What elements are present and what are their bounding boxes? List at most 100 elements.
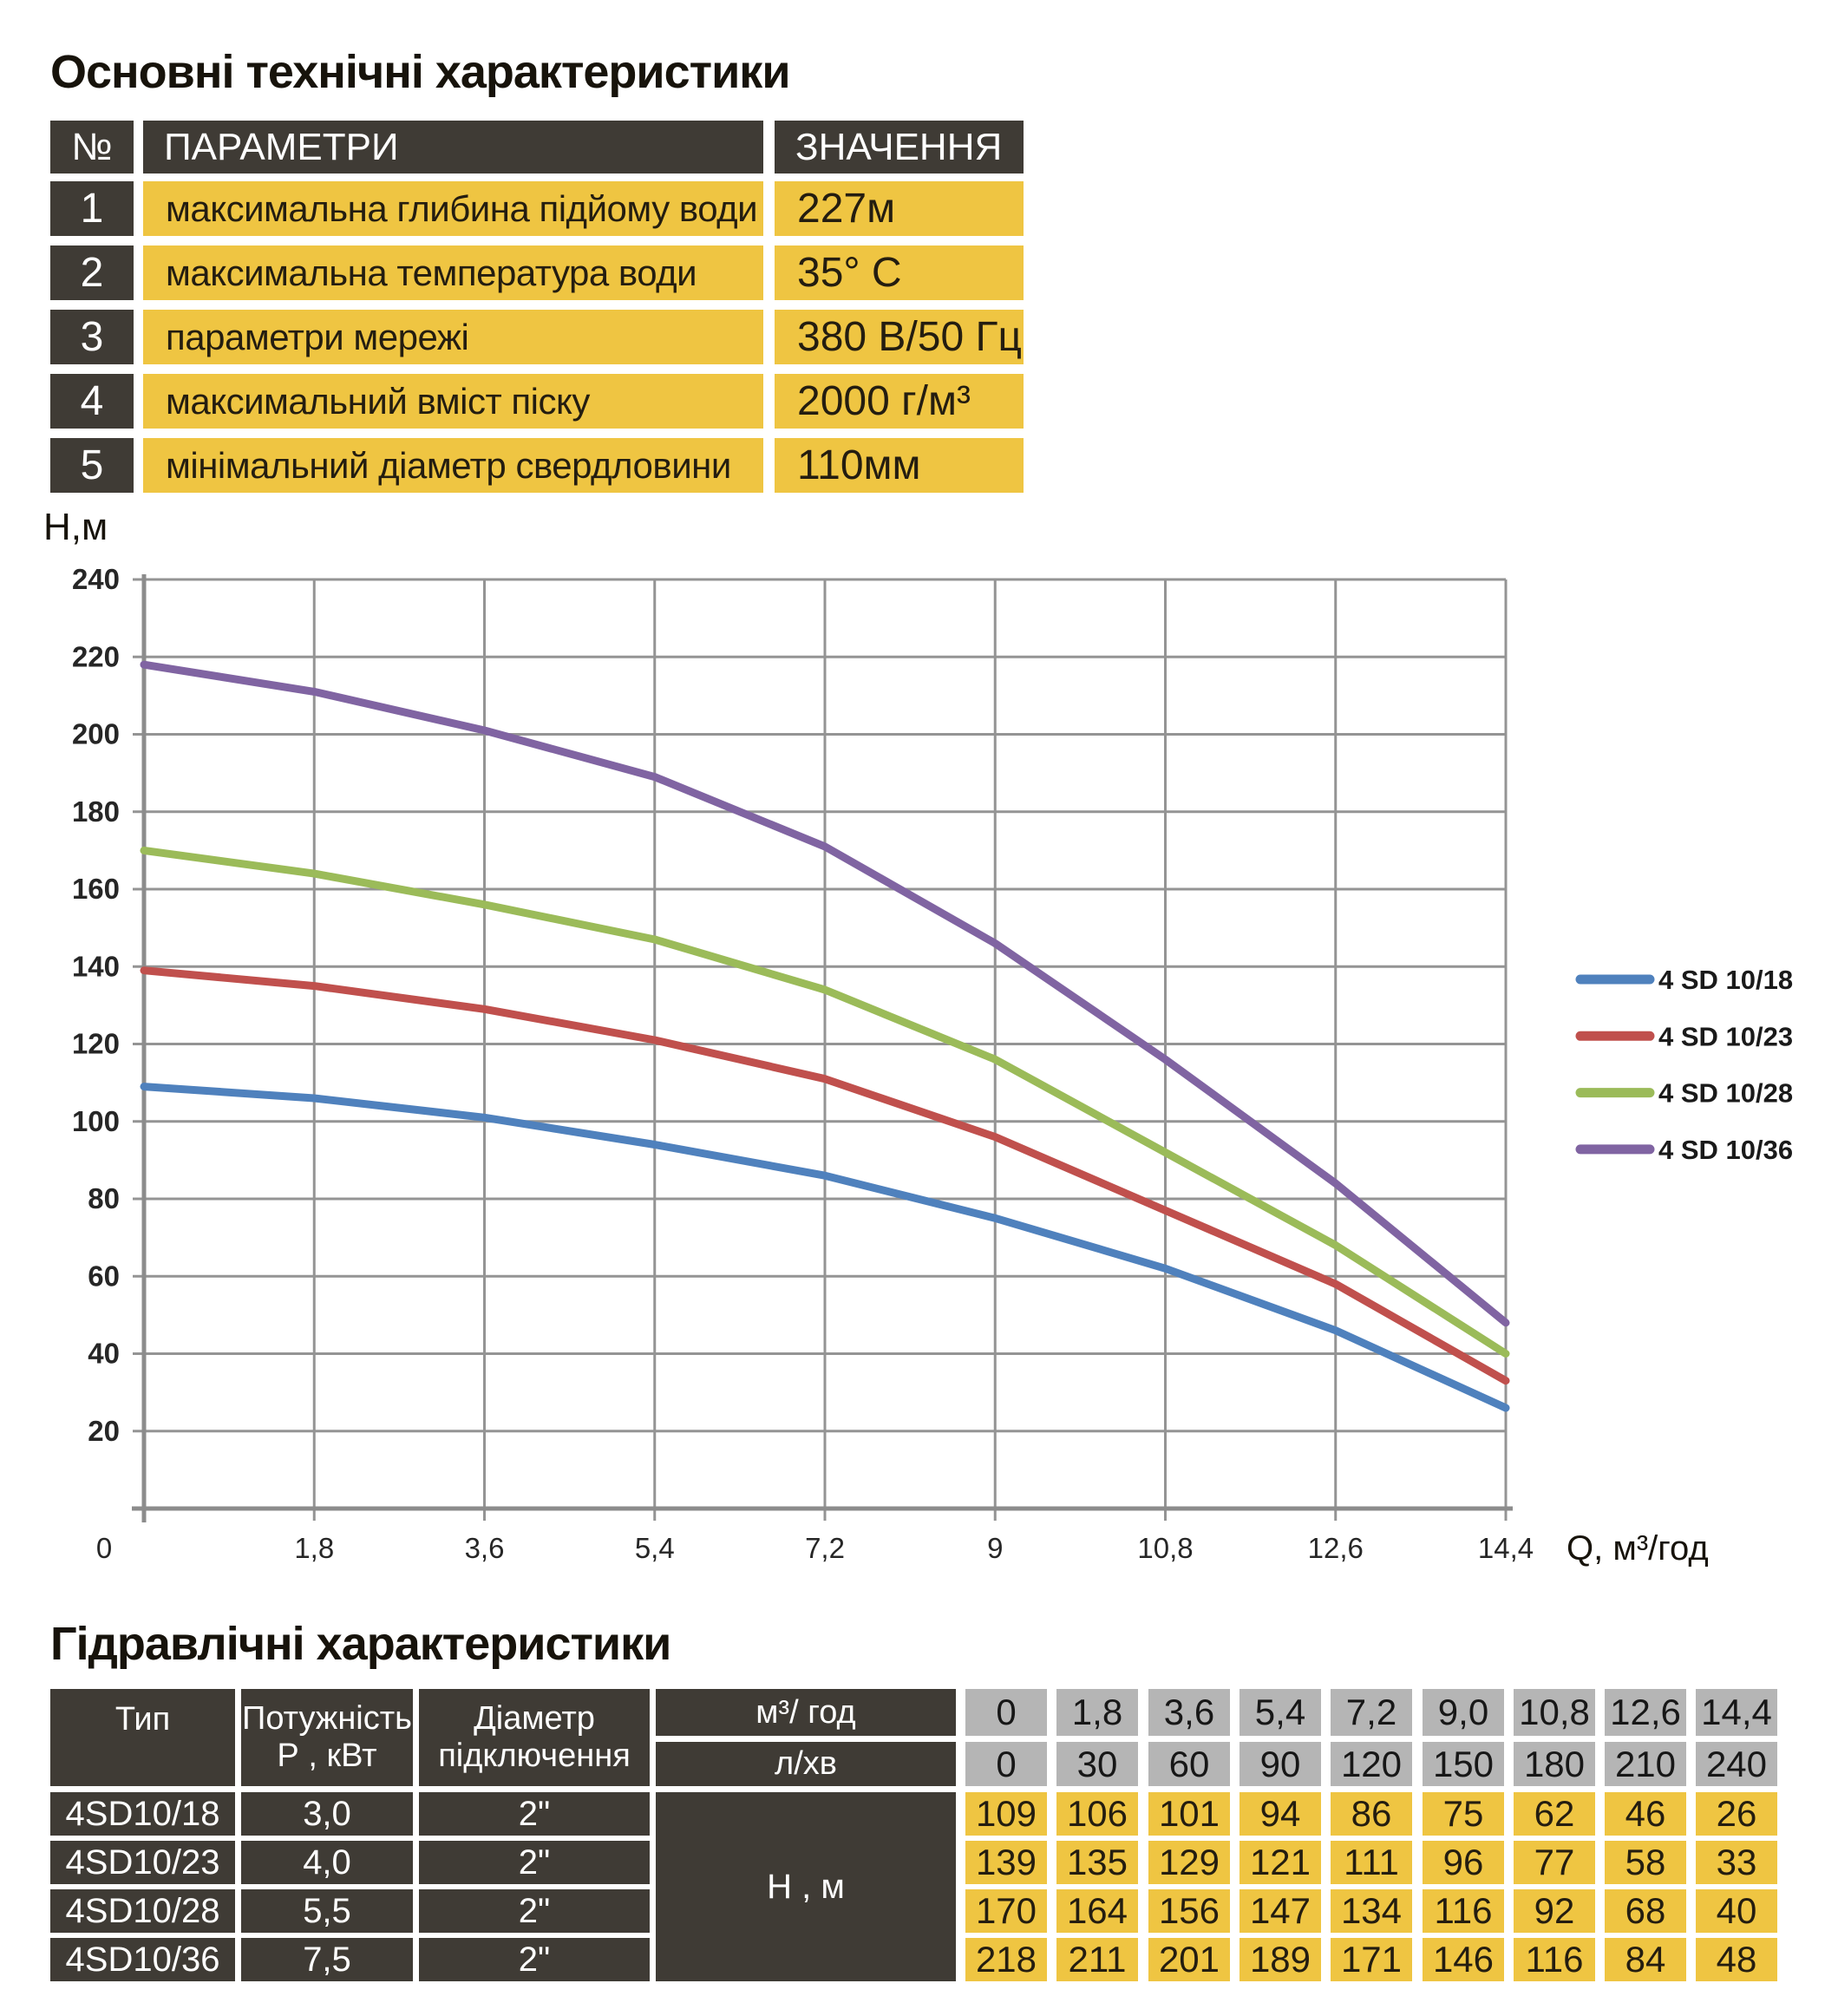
hyd-row-head-value: 211 xyxy=(1056,1938,1138,1981)
legend-label-3: 4 SD 10/36 xyxy=(1658,1135,1793,1165)
hyd-row-diameter: 2" xyxy=(419,1938,650,1981)
hyd-row-head-value: 189 xyxy=(1240,1938,1321,1981)
hyd-header-flow-lmin: л/хв xyxy=(656,1742,956,1786)
spec-header-value: ЗНАЧЕННЯ xyxy=(775,121,1024,173)
spec-row-num: 3 xyxy=(50,310,134,364)
hyd-row-type: 4SD10/36 xyxy=(50,1938,235,1981)
hyd-flow-m3-value: 9,0 xyxy=(1423,1689,1504,1736)
y-axis-tick-label: 160 xyxy=(72,873,120,905)
hyd-row-head-value: 116 xyxy=(1514,1938,1595,1981)
hyd-row-head-value: 101 xyxy=(1148,1792,1230,1836)
hyd-row-head-value: 68 xyxy=(1605,1889,1686,1933)
hyd-flow-lmin-value: 240 xyxy=(1696,1742,1777,1786)
hyd-row-head-value: 62 xyxy=(1514,1792,1595,1836)
hyd-row-head-value: 147 xyxy=(1240,1889,1321,1933)
hyd-row-type: 4SD10/28 xyxy=(50,1889,235,1933)
x-axis-tick-label: 14,4 xyxy=(1478,1532,1534,1564)
hyd-row-power: 4,0 xyxy=(241,1841,413,1884)
hyd-row-head-value: 121 xyxy=(1240,1841,1321,1884)
hyd-header-flow-m3: м³/ год xyxy=(656,1689,956,1736)
hyd-flow-m3-value: 0 xyxy=(965,1689,1047,1736)
y-axis-tick-label: 140 xyxy=(72,950,120,982)
hyd-row-head-value: 77 xyxy=(1514,1841,1595,1884)
hyd-row-head-value: 135 xyxy=(1056,1841,1138,1884)
hyd-row-head-value: 134 xyxy=(1331,1889,1412,1933)
hyd-flow-lmin-value: 60 xyxy=(1148,1742,1230,1786)
hyd-row-power: 7,5 xyxy=(241,1938,413,1981)
hyd-header-diameter-line1: Діаметр xyxy=(474,1700,595,1738)
hyd-row-type: 4SD10/18 xyxy=(50,1792,235,1836)
hyd-row-head-value: 33 xyxy=(1696,1841,1777,1884)
x-axis-tick-label: 1,8 xyxy=(294,1532,334,1564)
y-axis-tick-label: 60 xyxy=(88,1260,120,1292)
x-axis-tick-label: 0 xyxy=(96,1532,112,1564)
hyd-row-power: 3,0 xyxy=(241,1792,413,1836)
y-axis-tick-label: 20 xyxy=(88,1415,120,1447)
hyd-flow-m3-value: 10,8 xyxy=(1514,1689,1595,1736)
y-axis-tick-label: 220 xyxy=(72,640,120,672)
hyd-row-head-value: 129 xyxy=(1148,1841,1230,1884)
chart-curve-2 xyxy=(140,846,1510,1358)
hyd-row-head-value: 26 xyxy=(1696,1792,1777,1836)
hyd-header-diameter: Діаметр підключення xyxy=(419,1689,650,1786)
hyd-row-diameter: 2" xyxy=(419,1889,650,1933)
y-axis-tick-label: 240 xyxy=(72,563,120,595)
y-axis-title: Н,м xyxy=(43,506,108,548)
hyd-flow-m3-value: 14,4 xyxy=(1696,1689,1777,1736)
y-axis-tick-label: 200 xyxy=(72,718,120,750)
legend-label-1: 4 SD 10/23 xyxy=(1658,1021,1793,1051)
hyd-flow-m3-value: 12,6 xyxy=(1605,1689,1686,1736)
spec-row-num: 4 xyxy=(50,374,134,429)
hyd-row-head-value: 46 xyxy=(1605,1792,1686,1836)
main-title: Основні технічні характеристики xyxy=(50,46,791,98)
hyd-row-head-value: 146 xyxy=(1423,1938,1504,1981)
hyd-header-power: Потужність Р , кВт xyxy=(241,1689,413,1786)
spec-row-value: 35° C xyxy=(775,245,1024,300)
chart-curve-3 xyxy=(140,660,1510,1327)
hyd-row-head-value: 170 xyxy=(965,1889,1047,1933)
hyd-row-type: 4SD10/23 xyxy=(50,1841,235,1884)
hyd-row-diameter: 2" xyxy=(419,1841,650,1884)
hyd-row-head-value: 92 xyxy=(1514,1889,1595,1933)
hyd-flow-lmin-value: 120 xyxy=(1331,1742,1412,1786)
spec-row-num: 2 xyxy=(50,245,134,300)
spec-row-param: параметри мережі xyxy=(143,310,763,364)
y-axis-tick-label: 120 xyxy=(72,1028,120,1060)
hyd-row-head-value: 116 xyxy=(1423,1889,1504,1933)
legend-label-2: 4 SD 10/28 xyxy=(1658,1078,1793,1109)
hyd-row-head-value: 109 xyxy=(965,1792,1047,1836)
hyd-row-head-value: 139 xyxy=(965,1841,1047,1884)
hyd-row-head-value: 96 xyxy=(1423,1841,1504,1884)
hyd-flow-m3-value: 7,2 xyxy=(1331,1689,1412,1736)
y-axis-tick-label: 180 xyxy=(72,795,120,828)
hyd-flow-lmin-value: 30 xyxy=(1056,1742,1138,1786)
hyd-row-head-value: 75 xyxy=(1423,1792,1504,1836)
spec-row-num: 5 xyxy=(50,438,134,493)
spec-header-param: ПАРАМЕТРИ xyxy=(143,121,763,173)
x-axis-tick-label: 9 xyxy=(987,1532,1003,1564)
hyd-row-head-value: 94 xyxy=(1240,1792,1321,1836)
hyd-flow-lmin-value: 0 xyxy=(965,1742,1047,1786)
hyd-flow-lmin-value: 90 xyxy=(1240,1742,1321,1786)
hyd-row-head-value: 86 xyxy=(1331,1792,1412,1836)
x-axis-tick-label: 5,4 xyxy=(635,1532,675,1564)
hyd-header-power-line2: Р , кВт xyxy=(277,1738,377,1774)
hyd-row-head-value: 201 xyxy=(1148,1938,1230,1981)
hyd-header-type: Тип xyxy=(50,1689,235,1786)
hydraulic-title: Гідравлічні характеристики xyxy=(50,1618,671,1670)
spec-header-num: № xyxy=(50,121,134,173)
hyd-row-head-value: 58 xyxy=(1605,1841,1686,1884)
hyd-row-diameter: 2" xyxy=(419,1792,650,1836)
hyd-flow-m3-value: 5,4 xyxy=(1240,1689,1321,1736)
chart-curve-1 xyxy=(140,966,1510,1385)
hyd-row-head-value: 106 xyxy=(1056,1792,1138,1836)
y-axis-tick-label: 100 xyxy=(72,1105,120,1137)
hyd-row-head-value: 111 xyxy=(1331,1841,1412,1884)
x-axis-tick-label: 12,6 xyxy=(1308,1532,1364,1564)
spec-row-param: мінімальний діаметр свердловини xyxy=(143,438,763,493)
y-axis-tick-label: 80 xyxy=(88,1182,120,1214)
hyd-row-head-value: 40 xyxy=(1696,1889,1777,1933)
hyd-flow-lmin-value: 210 xyxy=(1605,1742,1686,1786)
hyd-flow-lmin-value: 150 xyxy=(1423,1742,1504,1786)
